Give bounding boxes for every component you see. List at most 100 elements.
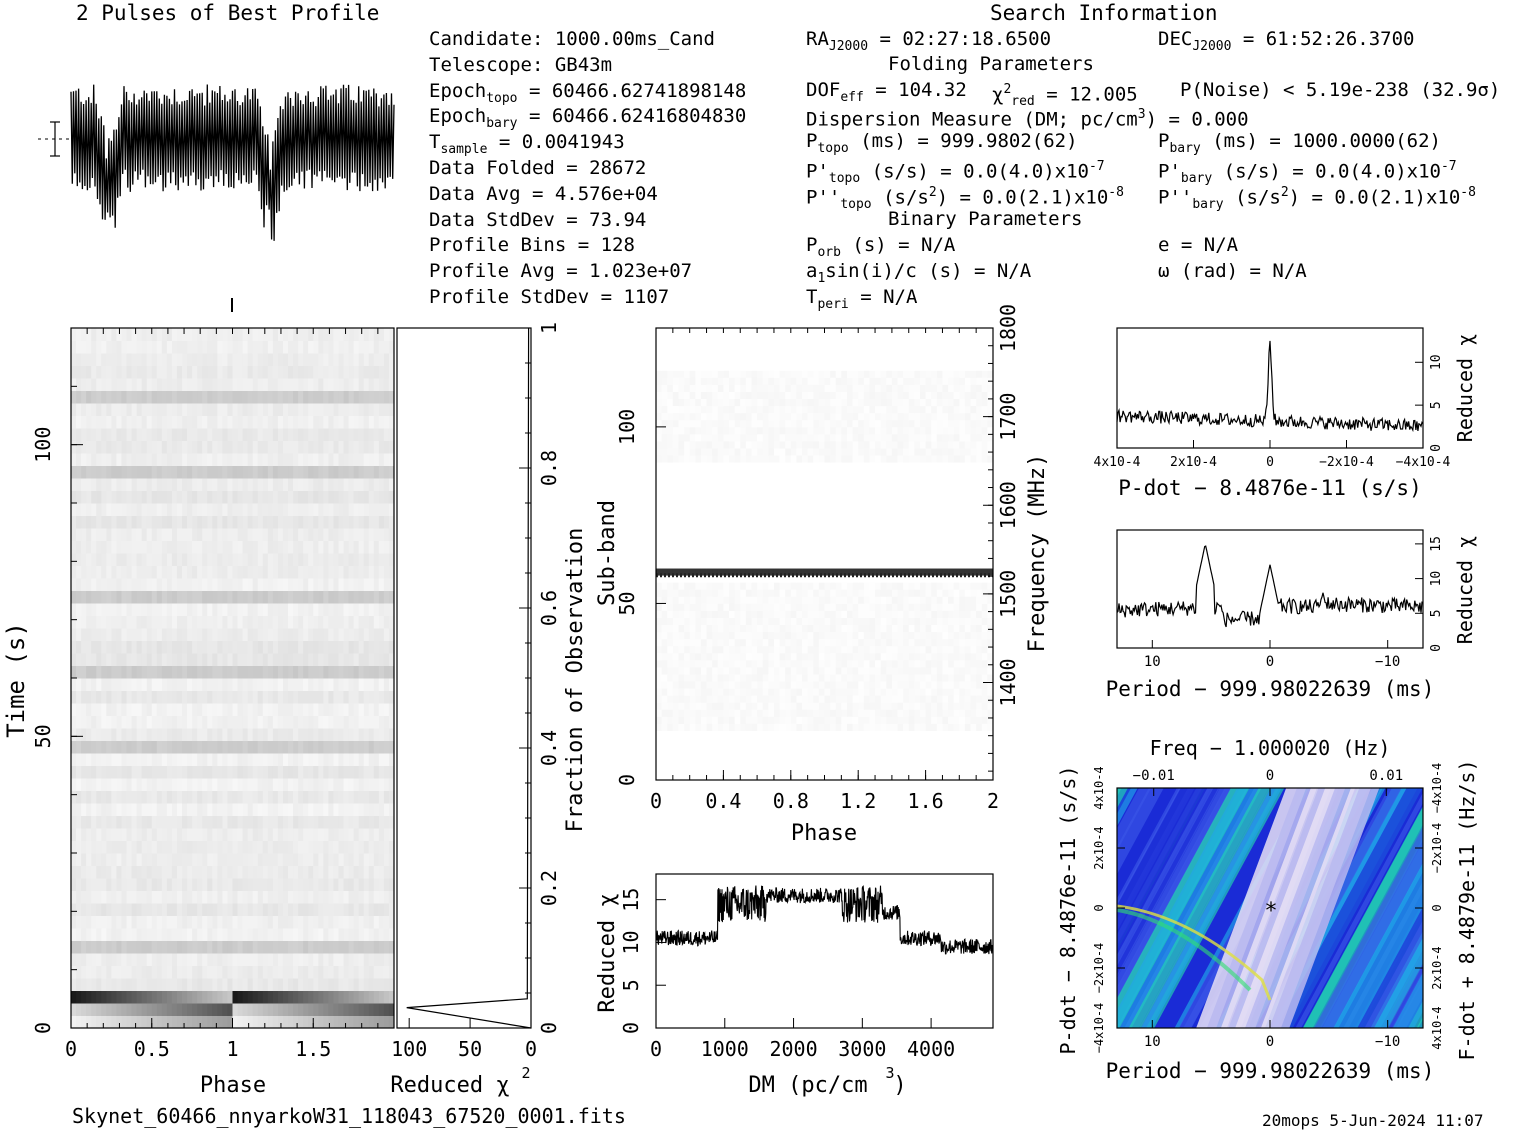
heat-cell xyxy=(187,565,193,579)
heat-cell xyxy=(373,615,380,629)
heat-cell xyxy=(383,728,390,741)
subband-cell xyxy=(656,744,663,753)
subband-cell xyxy=(807,688,814,696)
heat-cell xyxy=(171,553,178,566)
heat-cell xyxy=(136,340,143,354)
subband-cell xyxy=(846,709,853,717)
heat-cell xyxy=(242,978,249,991)
heat-cell xyxy=(348,528,355,541)
heat-cell xyxy=(247,990,254,1004)
heat-cell xyxy=(71,403,77,416)
search-info-header: Search Information xyxy=(990,1,1218,25)
heat-cell xyxy=(363,703,370,716)
heat-cell xyxy=(202,828,208,841)
heat-cell xyxy=(217,828,223,841)
subband-cell xyxy=(976,695,983,703)
heat-cell xyxy=(348,440,355,454)
heat-cell xyxy=(318,428,324,441)
subband-cell xyxy=(717,772,724,781)
heat-cell xyxy=(267,415,274,429)
subband-cell xyxy=(751,695,758,703)
heat-cell xyxy=(378,565,385,579)
heat-cell xyxy=(237,765,244,779)
heat-cell xyxy=(166,778,173,791)
heat-cell xyxy=(318,553,324,566)
heat-cell xyxy=(207,465,213,479)
heat-cell xyxy=(156,503,163,516)
subband-cell xyxy=(762,645,769,654)
subband-cell xyxy=(661,716,668,724)
heat-cell xyxy=(217,503,223,516)
subband-cell xyxy=(678,744,685,753)
heat-cell xyxy=(358,978,365,991)
subband-cell xyxy=(684,730,691,739)
heat-cell xyxy=(252,428,259,441)
heat-cell xyxy=(171,778,178,791)
heat-cell xyxy=(227,653,233,666)
heat-cell xyxy=(368,603,375,616)
heat-cell xyxy=(131,603,138,616)
heat-cell xyxy=(197,540,203,554)
heat-cell xyxy=(111,753,117,766)
subband-cell xyxy=(712,667,719,675)
info-line: Epochtopo = 60466.62741898148 xyxy=(429,79,747,106)
subband-cell xyxy=(953,772,960,781)
heat-cell xyxy=(333,328,339,341)
subband-cell xyxy=(700,723,707,731)
heat-cell xyxy=(313,415,319,429)
subband-cell xyxy=(891,772,898,781)
heat-cell xyxy=(222,815,228,829)
subband-cell xyxy=(689,674,696,682)
heat-cell xyxy=(146,628,153,641)
heat-cell xyxy=(262,890,269,904)
subband-cell xyxy=(886,638,893,647)
heat-cell xyxy=(293,328,299,341)
heat-cell xyxy=(388,1003,395,1016)
heat-cell xyxy=(282,528,289,541)
heat-cell xyxy=(237,640,244,654)
heat-cell xyxy=(161,728,168,741)
heat-cell xyxy=(187,890,193,904)
heat-cell xyxy=(101,690,107,704)
heat-cell xyxy=(222,640,228,654)
heat-cell xyxy=(333,915,339,929)
heat-cell xyxy=(106,428,112,441)
phase-tick-label: 1 xyxy=(226,1037,238,1061)
heat-cell xyxy=(313,940,319,954)
heat-cell xyxy=(187,503,193,516)
subband-cell xyxy=(908,631,915,640)
heat-cell xyxy=(333,740,339,754)
heat-cell xyxy=(131,465,138,479)
heat-cell xyxy=(76,640,82,654)
heat-cell xyxy=(202,378,208,391)
heat-cell xyxy=(121,603,128,616)
heat-cell xyxy=(187,815,193,829)
subband-cell xyxy=(987,674,994,682)
heat-cell xyxy=(373,890,380,904)
heat-cell xyxy=(323,990,329,1004)
subband-cell xyxy=(813,751,820,760)
heat-cell xyxy=(272,365,279,379)
heat-cell xyxy=(71,828,77,841)
heat-cell xyxy=(388,765,395,779)
heat-cell xyxy=(202,840,208,854)
subband-cell xyxy=(908,730,915,739)
heat-cell xyxy=(373,990,380,1004)
heat-cell xyxy=(187,1003,193,1016)
heat-cell xyxy=(328,440,334,454)
subband-cell xyxy=(678,652,685,661)
subband-cell xyxy=(768,688,775,696)
subband-cell xyxy=(835,751,842,760)
subband-cell xyxy=(672,765,679,774)
heat-cell xyxy=(86,703,92,716)
heat-cell xyxy=(353,890,360,904)
heat-cell xyxy=(76,828,82,841)
heat-cell xyxy=(247,478,254,491)
heat-cell xyxy=(237,428,244,441)
subband-cell xyxy=(897,730,904,739)
heat-cell xyxy=(388,378,395,391)
subband-cell xyxy=(762,702,769,710)
subband-cell xyxy=(712,652,719,661)
subband-cell xyxy=(897,702,904,710)
subband-cell xyxy=(981,667,988,675)
